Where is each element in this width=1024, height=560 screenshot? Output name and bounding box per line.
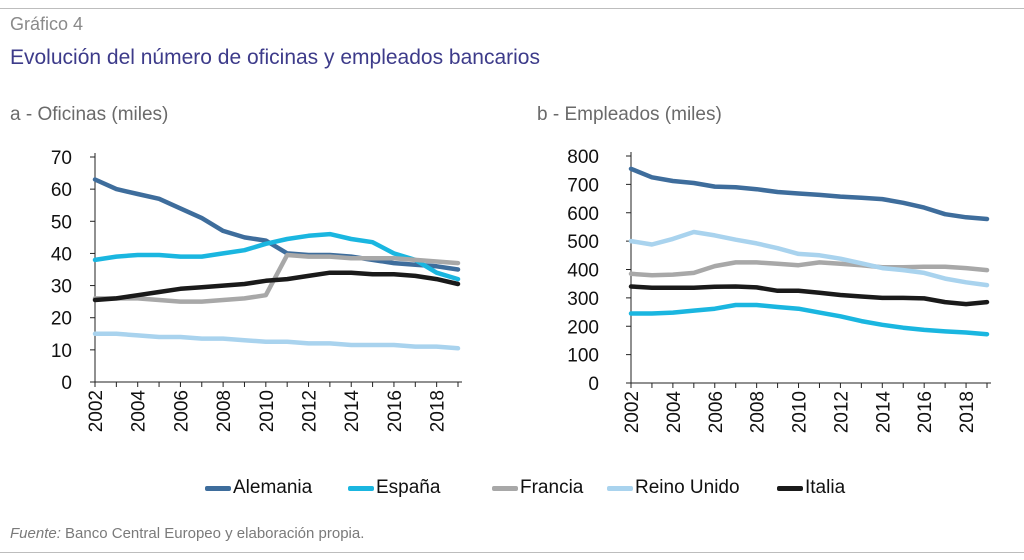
legend-label: Alemania [233, 477, 313, 498]
legend-label: Reino Unido [635, 477, 740, 498]
legend-swatch [492, 485, 518, 491]
source-note: Fuente: Banco Central Europeo y elaborac… [10, 525, 364, 542]
series-line-alemania [92, 177, 461, 272]
y-tick-label: 40 [51, 244, 72, 265]
panel-b-empleados: 0 100 200 300 400 500 600 700 800 2002 2004 2006 200… [567, 147, 991, 433]
figure-label: Gráfico 4 [10, 14, 84, 34]
y-tick-label: 400 [567, 261, 599, 282]
legend-item-reino-unido: Reino Unido [607, 474, 740, 502]
panel-a-title: a - Oficinas (miles) [10, 104, 169, 125]
legend-swatch [777, 485, 803, 491]
y-tick-label: 200 [567, 317, 599, 338]
legend-swatch [205, 485, 231, 491]
y-tick-label: 60 [51, 180, 72, 201]
y-tick-label: 500 [567, 232, 599, 253]
x-tick-label: 2012 [300, 390, 321, 432]
x-tick-label: 2004 [129, 390, 150, 433]
y-tick-label: 600 [567, 204, 599, 225]
y-tick-label: 70 [51, 148, 72, 169]
x-tick-label: 2008 [748, 391, 769, 433]
panel-b-title: b - Empleados (miles) [537, 104, 722, 125]
y-tick-label: 10 [51, 341, 72, 362]
y-tick-label: 50 [51, 212, 72, 233]
source-prefix: Fuente: [10, 525, 61, 542]
legend-item-alemania: Alemania [205, 474, 312, 502]
x-tick-label: 2002 [86, 390, 107, 432]
series-line-alemania [628, 166, 990, 222]
source-text: Banco Central Europeo y elaboración prop… [60, 525, 365, 542]
x-tick-label: 2002 [622, 391, 643, 433]
legend-item-espa-a: España [348, 474, 440, 502]
x-tick-label: 2018 [957, 391, 978, 433]
top-rule [0, 8, 1024, 9]
figure-title: Evolución del número de oficinas y emple… [10, 46, 540, 69]
legend-swatch [348, 485, 374, 491]
y-tick-label: 800 [567, 147, 599, 168]
series-line-francia [628, 260, 990, 278]
x-tick-label: 2014 [342, 390, 363, 433]
x-tick-label: 2014 [873, 391, 894, 434]
legend-item-italia: Italia [777, 474, 845, 502]
series-line-italia [92, 270, 461, 303]
series-line-italia [628, 284, 990, 307]
y-tick-label: 700 [567, 175, 599, 196]
x-tick-label: 2012 [831, 391, 852, 433]
legend-label: España [376, 477, 441, 498]
y-tick-label: 20 [51, 309, 72, 330]
x-tick-label: 2010 [257, 390, 278, 432]
x-tick-label: 2008 [214, 390, 235, 432]
legend-item-francia: Francia [492, 474, 583, 502]
x-tick-label: 2016 [915, 391, 936, 433]
x-tick-label: 2006 [171, 390, 192, 432]
series-line-reino-unido [628, 229, 990, 288]
legend: Alemania España Francia Reino Unido Italia [0, 474, 1024, 502]
legend-label: Francia [520, 477, 584, 498]
y-tick-label: 30 [51, 277, 72, 298]
panel-a-oficinas: 0 10 20 30 40 50 60 70 2002 2004 2006 2008 2010 2012 2… [51, 148, 462, 432]
x-tick-label: 2004 [664, 391, 685, 434]
bottom-rule [0, 552, 1024, 553]
y-tick-label: 0 [61, 373, 72, 394]
series-line-francia [92, 252, 461, 304]
x-tick-label: 2006 [706, 391, 727, 433]
legend-label: Italia [805, 477, 846, 498]
series-line-espa-a [628, 302, 990, 337]
x-tick-label: 2010 [790, 391, 811, 433]
charts-canvas: 0 10 20 30 40 50 60 70 2002 2004 2006 2008 2010 2012 2… [51, 147, 991, 433]
y-tick-label: 300 [567, 289, 599, 310]
series-line-reino-unido [92, 331, 461, 351]
x-tick-label: 2018 [428, 390, 449, 432]
y-tick-label: 0 [588, 374, 599, 395]
series-line-espa-a [92, 231, 461, 282]
x-tick-label: 2016 [385, 390, 406, 432]
y-tick-label: 100 [567, 346, 599, 367]
legend-swatch [607, 485, 633, 491]
